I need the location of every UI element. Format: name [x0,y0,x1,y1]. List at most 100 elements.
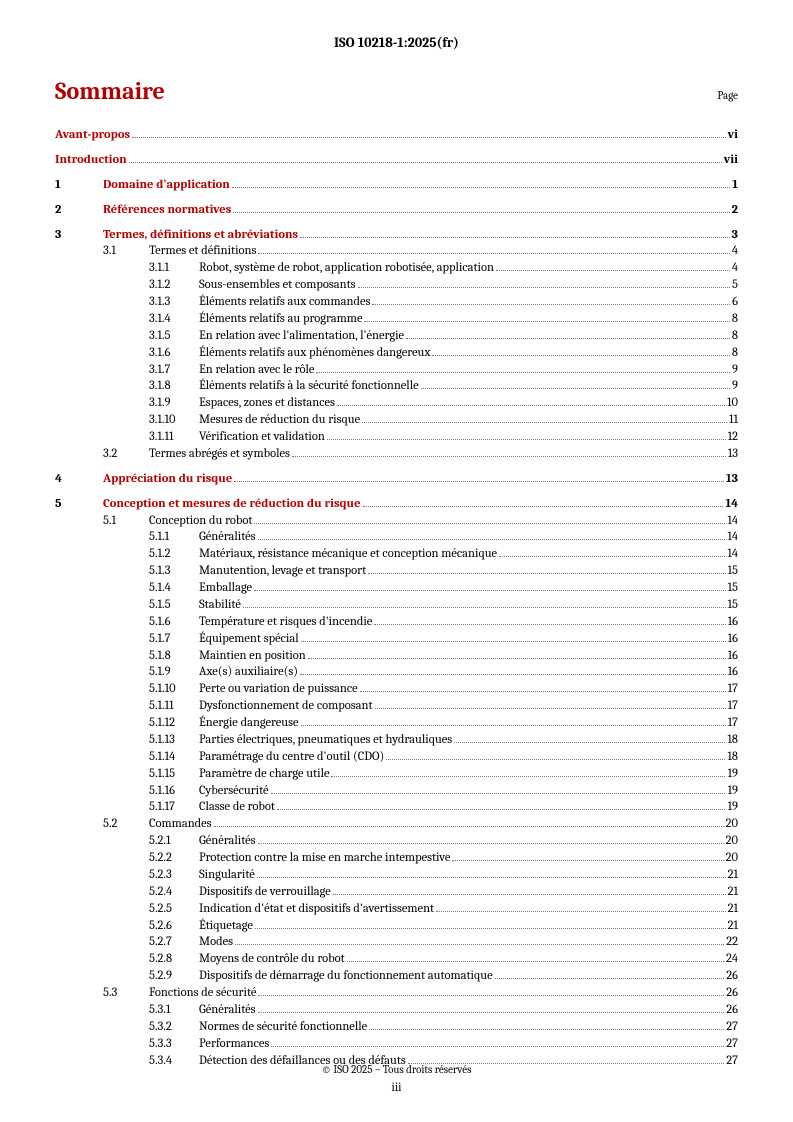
toc-entry: 2Références normatives2 [55,202,738,219]
toc-entry-page: 14 [727,546,738,563]
toc-leader [333,894,726,895]
toc-leader [421,388,730,389]
toc-entry-label: En relation avec le rôle [199,362,314,379]
toc-title: Sommaire [55,77,165,105]
toc-entry-number: 5.2.3 [149,867,199,884]
toc-entry-number: 3.1.11 [149,429,199,446]
toc-entry-page: 3 [732,227,738,244]
toc-entry-page: 26 [726,1002,738,1019]
toc-entry-label: Avant-propos [55,127,130,144]
toc-entry-label: Éléments relatifs à la sécurité fonction… [199,378,419,395]
toc-entry-label: Introduction [55,152,127,169]
toc-entry-page: 22 [726,934,738,951]
toc-entry-label: Moyens de contrôle du robot [199,951,345,968]
toc-entry: Introductionvii [55,152,738,169]
toc-leader [362,422,727,423]
toc-entry-page: 16 [728,648,738,665]
toc-entry-label: Protection contre la mise en marche inte… [199,850,450,867]
toc-leader [499,556,725,557]
toc-entry-number: 3.1.4 [149,311,199,328]
toc-leader [301,725,726,726]
toc-entry-number: 5.3 [103,985,149,1002]
table-of-contents: Avant-proposviIntroductionvii1Domaine d'… [55,127,738,1069]
toc-entry: 5.1.5Stabilité15 [55,597,738,614]
toc-entry-number: 5.1.10 [149,681,199,698]
toc-leader [374,624,725,625]
footer-page-number: iii [0,1080,793,1094]
toc-leader [496,270,730,271]
toc-entry-number: 1 [55,177,103,194]
toc-entry-page: 16 [728,614,738,631]
toc-entry-page: 16 [728,631,738,648]
toc-entry-page: 19 [727,766,738,783]
toc-entry-label: Appréciation du risque [103,471,232,488]
toc-entry-number: 5.2.9 [149,968,199,985]
toc-entry-page: 21 [728,918,738,935]
toc-leader [243,607,726,608]
toc-leader [358,287,730,288]
toc-entry-number: 5.1.13 [149,732,199,749]
toc-entry-number: 5.2.2 [149,850,199,867]
toc-entry: 5.1.9Axe(s) auxiliaire(s)16 [55,664,738,681]
toc-entry-number: 5.1.3 [149,563,199,580]
toc-leader [300,237,730,238]
toc-entry: 3.1.2Sous-ensembles et composants5 [55,277,738,294]
toc-entry: 5.1.12Énergie dangereuse17 [55,715,738,732]
toc-leader [308,658,726,659]
toc-entry: 5.1.17Classe de robot19 [55,799,738,816]
toc-entry: 3.1.1Robot, système de robot, applicatio… [55,260,738,277]
toc-entry: 5.3.3Performances27 [55,1036,738,1053]
toc-entry-page: 5 [732,277,738,294]
toc-entry-page: 9 [732,378,738,395]
toc-entry-page: 4 [732,260,738,277]
toc-entry: 5.2.9Dispositifs de démarrage du fonctio… [55,968,738,985]
toc-entry-page: 13 [728,446,738,463]
toc-entry: 3Termes, définitions et abréviations3 [55,227,738,244]
page-footer: © ISO 2025 – Tous droits réservés iii [0,1063,793,1094]
toc-entry: 3.1.4Éléments relatifs au programme8 [55,311,738,328]
toc-leader [254,523,725,524]
toc-entry-number: 4 [55,471,103,488]
toc-leader [232,187,730,188]
toc-entry-number: 5.1.8 [149,648,199,665]
toc-entry: 5.1.13Parties électriques, pneumatiques … [55,732,738,749]
toc-entry-number: 5.1.7 [149,631,199,648]
toc-entry-label: Stabilité [199,597,241,614]
toc-entry-number: 5.1.5 [149,597,199,614]
toc-entry-label: Modes [199,934,233,951]
toc-leader [258,253,729,254]
toc-entry-number: 5.1.1 [149,529,199,546]
toc-entry-page: 21 [728,867,738,884]
toc-entry-label: Éléments relatifs au programme [199,311,362,328]
toc-entry-number: 5 [55,496,103,513]
toc-leader [436,911,725,912]
toc-entry: 3.1.11Vérification et validation12 [55,429,738,446]
toc-entry: 4Appréciation du risque13 [55,471,738,488]
toc-entry-label: Axe(s) auxiliaire(s) [199,664,298,681]
toc-entry-label: Manutention, levage et transport [199,563,366,580]
toc-entry: 5.1.3Manutention, levage et transport15 [55,563,738,580]
toc-entry: 5.1.6Température et risques d'incendie16 [55,614,738,631]
toc-entry-label: Commandes [149,816,212,833]
toc-entry: 5.2.8Moyens de contrôle du robot 24 [55,951,738,968]
toc-leader [360,691,726,692]
toc-entry-page: 1 [732,177,738,194]
toc-entry-number: 5.2.5 [149,901,199,918]
toc-entry: Avant-proposvi [55,127,738,144]
toc-entry-number: 5.1.14 [149,749,199,766]
toc-leader [368,573,725,574]
toc-entry-number: 5.1.9 [149,664,199,681]
toc-entry: 3.1.8Éléments relatifs à la sécurité fon… [55,378,738,395]
toc-entry: 5.3Fonctions de sécurité26 [55,985,738,1002]
toc-entry-page: 2 [732,202,738,219]
toc-entry-label: Étiquetage [199,918,253,935]
toc-entry-number: 5.2.8 [149,951,199,968]
toc-entry-label: Éléments relatifs aux commandes [199,294,370,311]
toc-entry-label: Paramètre de charge utile [199,766,329,783]
toc-entry-label: Fonctions de sécurité [149,985,256,1002]
toc-entry-number: 5.1.16 [149,783,199,800]
toc-leader [254,590,725,591]
toc-leader [327,439,726,440]
toc-entry-number: 5.2 [103,816,149,833]
toc-entry-page: 24 [726,951,738,968]
